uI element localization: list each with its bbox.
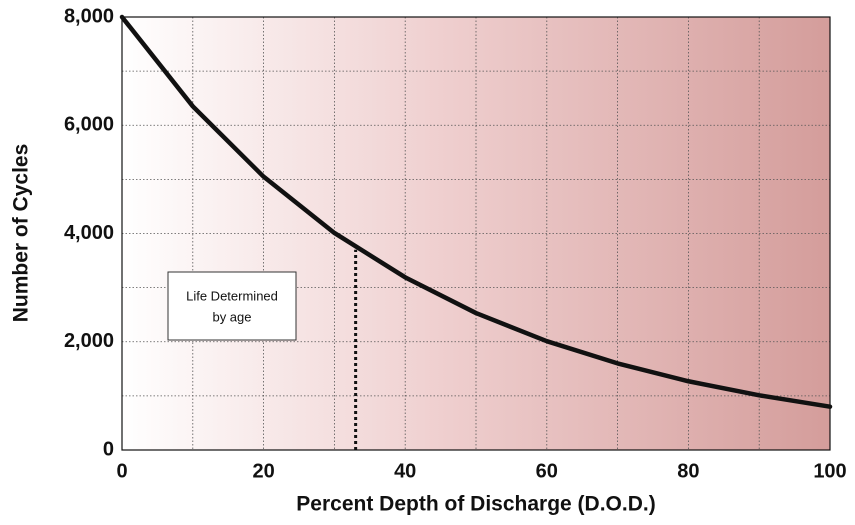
plot-frame	[121, 16, 831, 451]
annotation-text: by age	[212, 309, 251, 324]
y-axis-title: Number of Cycles	[10, 144, 33, 323]
x-axis-title: Percent Depth of Discharge (D.O.D.)	[296, 493, 655, 516]
annotation-box	[167, 271, 297, 341]
y-tick-label: 0	[103, 438, 114, 460]
x-tick-label: 0	[116, 460, 127, 482]
annotation-text: Life Determined	[186, 288, 278, 303]
y-tick-label: 6,000	[64, 114, 114, 136]
x-tick-label: 60	[536, 460, 558, 482]
y-tick-label: 2,000	[64, 330, 114, 352]
y-tick-label: 8,000	[64, 5, 114, 27]
x-tick-label: 100	[813, 460, 846, 482]
y-tick-label: 4,000	[64, 222, 114, 244]
x-tick-label: 80	[677, 460, 699, 482]
x-tick-label: 20	[252, 460, 274, 482]
x-tick-label: 40	[394, 460, 416, 482]
data-line	[119, 14, 833, 409]
